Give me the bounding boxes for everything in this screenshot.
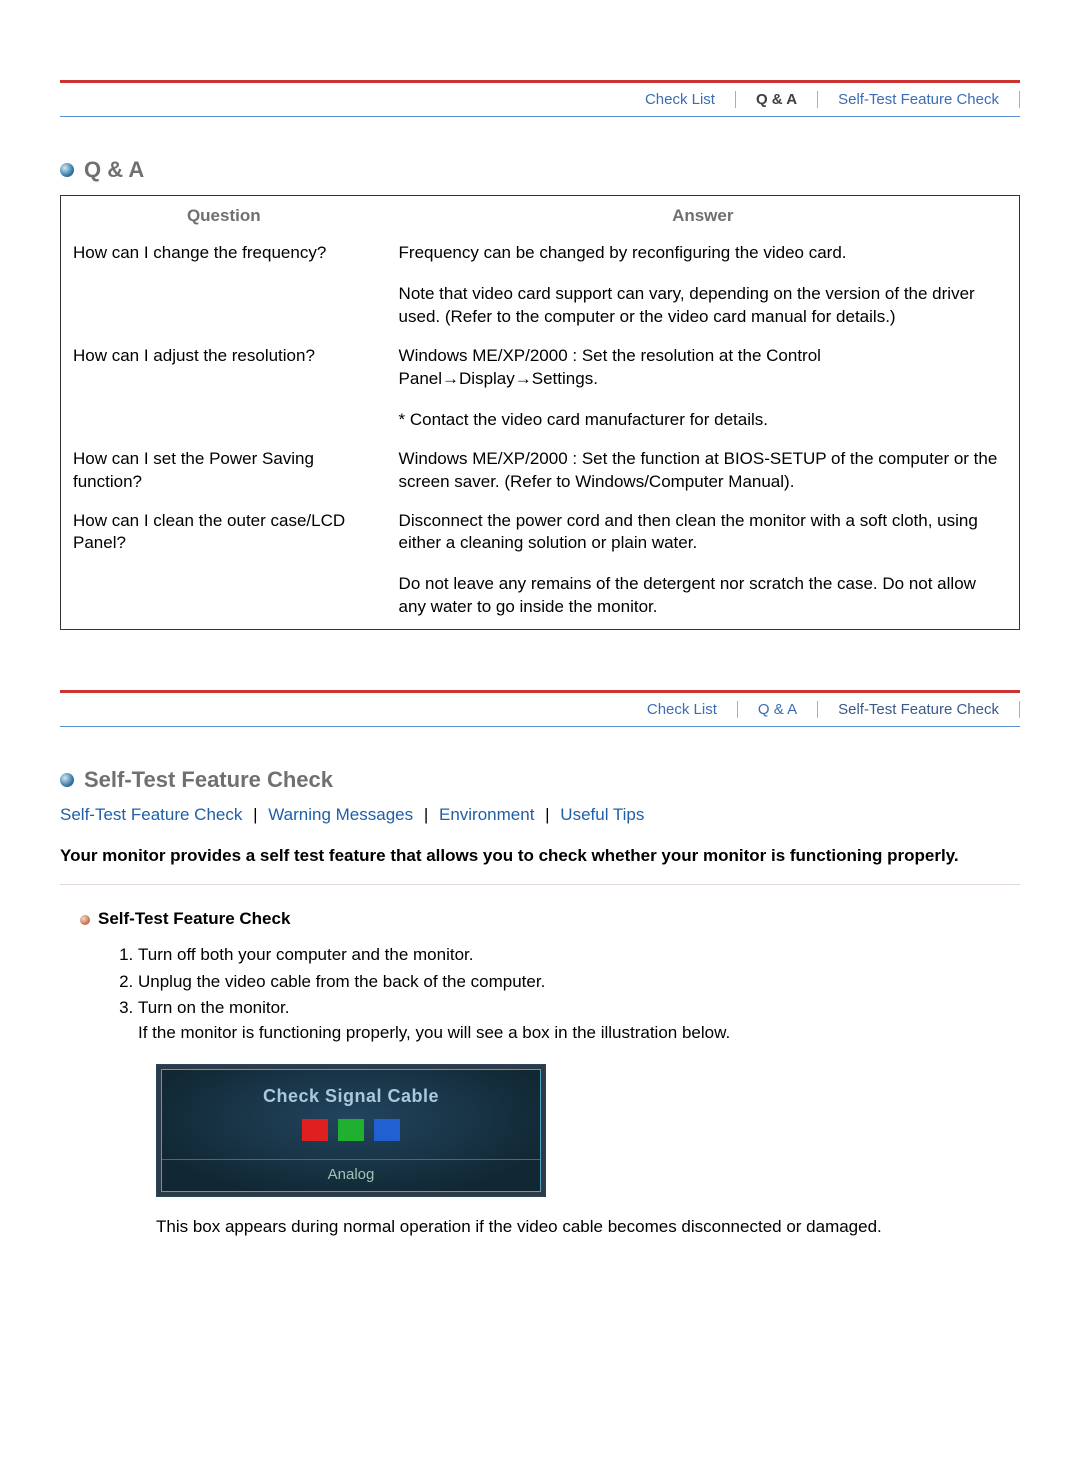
- selftest-intro: Your monitor provides a self test featur…: [60, 845, 1020, 868]
- signal-inner: Check Signal Cable Analog: [161, 1069, 541, 1192]
- selftest-sub-heading: Self-Test Feature Check: [80, 909, 1020, 929]
- tab-q-and-a[interactable]: Q & A: [735, 91, 817, 108]
- signal-outer: Check Signal Cable Analog: [156, 1064, 546, 1197]
- rgb-square: [374, 1119, 400, 1141]
- qa-question: How can I change the frequency?: [61, 236, 387, 339]
- horizontal-rule: [60, 884, 1020, 885]
- step-item: Turn on the monitor.If the monitor is fu…: [138, 996, 1020, 1045]
- selftest-post-text: This box appears during normal operation…: [156, 1215, 916, 1239]
- sublink[interactable]: Useful Tips: [560, 805, 644, 824]
- tab2-check-list[interactable]: Check List: [627, 701, 737, 718]
- sub-bullet-icon: [80, 915, 90, 925]
- qa-answer: Disconnect the power cord and then clean…: [387, 504, 1020, 630]
- bullet-icon: [60, 163, 74, 177]
- sub-heading-text: Self-Test Feature Check: [98, 909, 290, 928]
- qa-header-answer: Answer: [387, 196, 1020, 237]
- signal-label: Analog: [172, 1164, 530, 1183]
- tab-check-list[interactable]: Check List: [625, 91, 735, 108]
- link-separator: |: [419, 805, 433, 824]
- qa-answer: Windows ME/XP/2000 : Set the resolution …: [387, 339, 1020, 442]
- link-separator: |: [248, 805, 262, 824]
- selftest-steps: Turn off both your computer and the moni…: [116, 943, 1020, 1046]
- qa-question: How can I adjust the resolution?: [61, 339, 387, 442]
- rgb-square: [338, 1119, 364, 1141]
- sublink[interactable]: Self-Test Feature Check: [60, 805, 242, 824]
- section-title-selftest: Self-Test Feature Check: [84, 767, 333, 793]
- link-separator: |: [540, 805, 554, 824]
- step-item: Turn off both your computer and the moni…: [138, 943, 1020, 968]
- qa-answer: Frequency can be changed by reconfigurin…: [387, 236, 1020, 339]
- rgb-square: [302, 1119, 328, 1141]
- tab-nav-top: Check List Q & A Self-Test Feature Check: [60, 80, 1020, 117]
- qa-question: How can I set the Power Saving function?: [61, 442, 387, 504]
- tab2-self-test[interactable]: Self-Test Feature Check: [817, 701, 1020, 718]
- selftest-sublinks: Self-Test Feature Check | Warning Messag…: [60, 805, 1020, 825]
- tab2-q-and-a[interactable]: Q & A: [737, 701, 817, 718]
- section-title-qa: Q & A: [84, 157, 144, 183]
- qa-header-question: Question: [61, 196, 387, 237]
- signal-divider: [162, 1159, 540, 1160]
- step-item: Unplug the video cable from the back of …: [138, 970, 1020, 995]
- sublink[interactable]: Warning Messages: [268, 805, 413, 824]
- qa-question: How can I clean the outer case/LCD Panel…: [61, 504, 387, 630]
- section-header-selftest: Self-Test Feature Check: [60, 767, 1020, 793]
- sublink[interactable]: Environment: [439, 805, 534, 824]
- qa-answer: Windows ME/XP/2000 : Set the function at…: [387, 442, 1020, 504]
- section-header-qa: Q & A: [60, 157, 1020, 183]
- tab-nav-bottom: Check List Q & A Self-Test Feature Check: [60, 690, 1020, 727]
- rgb-row: [172, 1119, 530, 1141]
- tab-self-test[interactable]: Self-Test Feature Check: [817, 91, 1020, 108]
- signal-title: Check Signal Cable: [172, 1086, 530, 1107]
- signal-box-illustration: Check Signal Cable Analog: [156, 1064, 1020, 1197]
- bullet-icon: [60, 773, 74, 787]
- qa-table: Question Answer How can I change the fre…: [60, 195, 1020, 630]
